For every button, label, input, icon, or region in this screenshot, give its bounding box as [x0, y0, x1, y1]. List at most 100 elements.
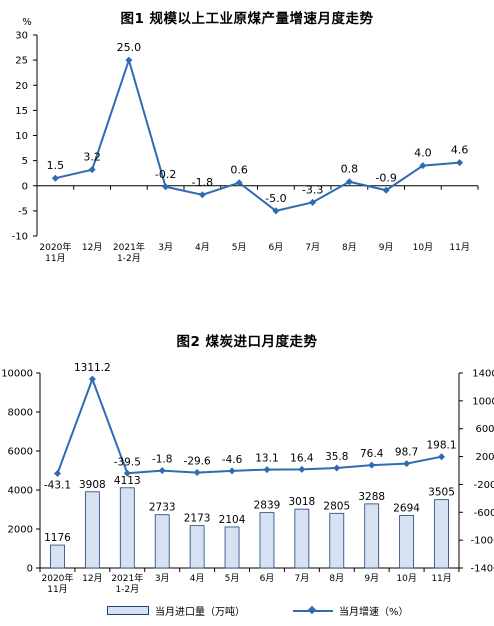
chart2-x-tick-label: 4月 — [190, 573, 205, 584]
legend-line-label: 当月增速（%） — [339, 607, 409, 618]
chart2-x-tick-label: 10月 — [396, 573, 416, 584]
legend-bar-swatch — [107, 606, 149, 615]
chart1-x-tick-label: 7月 — [305, 242, 320, 253]
chart2-bar-label: 2805 — [323, 500, 350, 512]
chart2-x-tick-label: 3月 — [155, 573, 170, 584]
chart1-data-label: 0.8 — [341, 163, 359, 176]
chart1-point — [309, 198, 317, 206]
chart2-right-tick-label: -1400 — [470, 564, 494, 575]
chart1-data-label: 3.2 — [83, 151, 101, 164]
chart2-bar-label: 2839 — [254, 500, 281, 512]
chart2-growth-label: -29.6 — [184, 456, 211, 468]
chart2-growth-point — [158, 467, 166, 475]
chart2-left-tick-label: 10000 — [1, 369, 33, 380]
chart1-plot: -10 -5 0 5 10 15 20 25 30% 2020年 11月 12月 2021年 1-2月 3月… — [12, 17, 479, 264]
chart2-growth-point — [193, 469, 201, 477]
chart2-growth-label: -39.5 — [114, 456, 141, 468]
chart2-bar — [189, 525, 205, 569]
chart2-growth-label: 98.7 — [395, 447, 418, 459]
chart1-data-label: 1.5 — [47, 159, 65, 172]
chart2-bar — [399, 515, 415, 569]
chart2-growth-label: -43.1 — [44, 480, 71, 492]
chart2-plot: 0 2000 4000 6000 8000 10000 -1400 -1000 -600 -200… — [1, 362, 494, 595]
chart2-bar — [84, 491, 100, 569]
chart2-bar-label: 3908 — [79, 479, 106, 491]
chart1-x-tick-label: 12月 — [82, 242, 102, 253]
chart1-y-tick-label: 30 — [15, 31, 28, 42]
chart2-right-tick-label: -600 — [474, 508, 494, 519]
chart2-left-tick-label: 4000 — [8, 486, 33, 497]
chart2-x-tick-label: 11月 — [431, 573, 451, 584]
chart2-x-tick-label: 12月 — [82, 573, 102, 584]
chart2-x-tick-label: 9月 — [364, 573, 379, 584]
chart2-title: 图2 煤炭进口月度走势 — [176, 334, 318, 350]
chart2-bar-label: 2173 — [184, 513, 211, 525]
chart1-title: 图1 规模以上工业原煤产量增速月度走势 — [120, 11, 374, 27]
chart1-point — [272, 207, 280, 215]
chart1-point — [456, 159, 464, 167]
chart1-data-label: -0.9 — [375, 171, 396, 184]
chart1-data-label: 4.0 — [414, 147, 432, 160]
chart2-growth-point — [403, 460, 411, 468]
chart2-x-tick-label: 6月 — [260, 573, 275, 584]
chart1-data-label: 4.6 — [451, 144, 469, 157]
legend-item-bars: 当月进口量（万吨） — [107, 603, 245, 618]
chart1-y-tick-label: 5 — [22, 156, 28, 167]
chart1-y-tick-label: 15 — [15, 106, 28, 117]
chart1-y-tick-label: 20 — [15, 81, 28, 92]
chart1-point — [125, 56, 133, 64]
chart2-right-tick-label: 200 — [475, 452, 494, 463]
chart2-bar-label: 2694 — [393, 502, 420, 514]
chart1-y-tick-label: 10 — [15, 131, 28, 142]
chart1-data-label: -1.8 — [192, 176, 213, 189]
chart2-growth-point — [88, 375, 96, 383]
chart2-bar-label: 2104 — [219, 514, 246, 526]
chart2-growth-point — [368, 461, 376, 469]
chart2-x-tick-label: 2020年 11月 — [42, 572, 74, 595]
chart1-x-tick-label: 3月 — [158, 242, 173, 253]
chart1-x-tick-label: 10月 — [413, 242, 433, 253]
chart1-data-label: 0.6 — [230, 164, 248, 177]
chart2-bar — [434, 499, 449, 569]
chart2-right-tick-label: 1400 — [472, 369, 494, 380]
chart1-y-tick-label: -5 — [18, 206, 28, 217]
chart2-right-tick-label: 600 — [475, 424, 494, 435]
chart1-y-tick-label: -10 — [12, 232, 28, 243]
chart1-point — [382, 186, 390, 194]
chart2-bar — [119, 487, 135, 569]
chart2-growth-label: 1311.2 — [74, 362, 111, 374]
chart2-right-tick-label: -1000 — [470, 536, 494, 547]
legend-line-swatch — [293, 605, 333, 615]
chart2-bar — [154, 514, 170, 569]
chart2-bar — [50, 544, 65, 569]
chart2-growth-point — [298, 465, 306, 473]
chart1-x-tick-label: 5月 — [232, 242, 247, 253]
chart1-x-tick-label: 11月 — [449, 242, 469, 253]
chart2-bar — [329, 512, 345, 569]
chart1-x-tick-label: 6月 — [269, 242, 284, 253]
chart1-x-tick-label: 4月 — [195, 242, 210, 253]
chart2-x-tick-label: 5月 — [225, 573, 240, 584]
chart2-growth-point — [53, 470, 61, 478]
chart1-point — [162, 183, 170, 191]
chart1-data-label: -0.2 — [155, 168, 176, 181]
chart1-data-label: 25.0 — [117, 41, 142, 54]
chart2-bar-label: 4113 — [114, 475, 141, 487]
chart1-y-tick-label: 25 — [15, 56, 28, 67]
chart2-bar-label: 3018 — [289, 496, 316, 508]
chart1-data-label: -5.0 — [265, 192, 286, 205]
chart1-point — [345, 178, 353, 186]
chart2-growth-point — [123, 469, 131, 477]
chart1-y-unit: % — [22, 17, 32, 28]
chart2-growth-point — [333, 464, 341, 472]
chart2-growth-label: 13.1 — [255, 453, 278, 465]
chart1-point — [235, 179, 243, 187]
chart2-bar-label: 3288 — [358, 491, 385, 503]
chart2-growth-label: 76.4 — [360, 448, 384, 460]
chart2-growth-point — [263, 466, 271, 474]
chart2-bar — [294, 508, 310, 569]
chart1-point — [198, 191, 206, 199]
chart2-growth-line — [56, 376, 442, 475]
chart1-point — [88, 166, 96, 174]
chart1-x-tick-label: 2021年 1-2月 — [113, 241, 145, 264]
